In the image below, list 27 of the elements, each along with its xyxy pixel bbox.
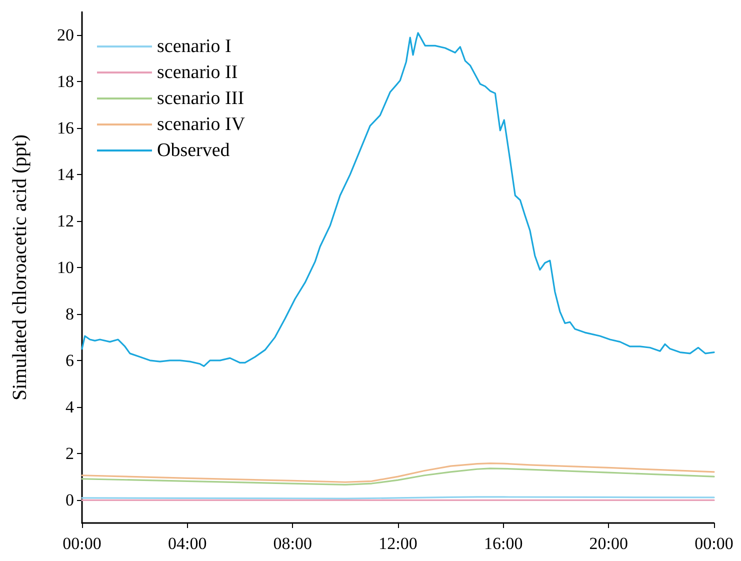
y-axis-title: Simulated chloroacetic acid (ppt) — [9, 134, 31, 401]
y-tick-label: 4 — [66, 397, 74, 416]
y-tick-label: 8 — [66, 304, 74, 324]
line-series — [81, 462, 715, 483]
legend-label: scenario III — [157, 88, 244, 109]
y-tick-label: 20 — [57, 26, 74, 45]
x-tick-label: 00:00 — [694, 534, 734, 553]
x-tick-label: 12:00 — [378, 534, 418, 553]
y-tick-label: 6 — [66, 350, 74, 370]
y-tick-label: 0 — [66, 490, 74, 510]
y-tick-label: 2 — [66, 444, 74, 463]
legend-label: Observed — [157, 140, 230, 161]
y-tick-label: 10 — [57, 258, 74, 277]
x-tick-label: 04:00 — [168, 534, 207, 553]
legend-label: scenario I — [157, 36, 232, 57]
legend-label: scenario II — [157, 62, 238, 83]
y-tick-label: 18 — [57, 72, 74, 92]
x-tick-label: 08:00 — [273, 534, 312, 553]
line-series — [81, 468, 715, 486]
legend-label: scenario IV — [157, 114, 246, 135]
x-tick-label: 20:00 — [589, 534, 628, 553]
x-tick-label: 00:00 — [62, 534, 102, 553]
y-tick-label: 12 — [57, 212, 74, 231]
y-tick-label: 14 — [57, 165, 74, 184]
x-tick-label: 16:00 — [484, 534, 523, 553]
line-series — [81, 32, 715, 368]
y-tick-label: 16 — [57, 118, 74, 138]
